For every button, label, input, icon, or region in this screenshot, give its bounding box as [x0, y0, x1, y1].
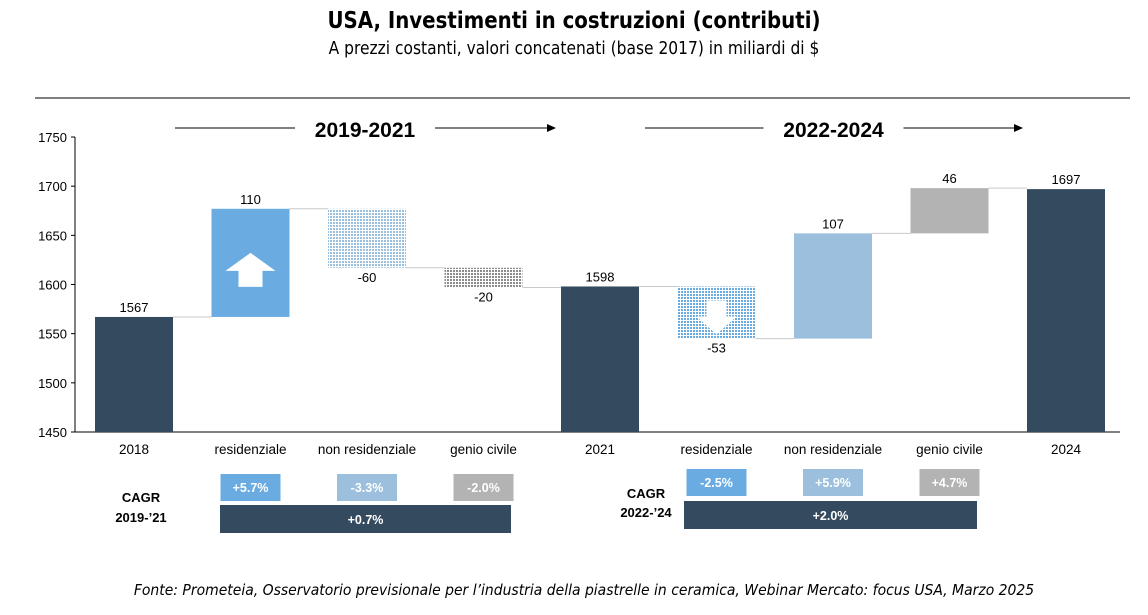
- waterfall-chart: 2019-2021 2022-2024 1450 1500 1550 1600 1650 1…: [35, 97, 1130, 533]
- x-tick-label: residenziale: [214, 442, 286, 457]
- chart-subtitle: A prezzi costanti, valori concatenati (b…: [328, 38, 820, 59]
- y-tick-label: 1550: [38, 327, 67, 342]
- bar-5: [561, 286, 639, 432]
- y-tick-label: 1700: [38, 179, 67, 194]
- y-tick-label: 1750: [38, 130, 67, 145]
- cagr-box: [337, 474, 397, 501]
- bar-3: [328, 208, 406, 268]
- cagr-box: [919, 469, 980, 496]
- bar-7: [794, 233, 872, 339]
- bar-9: [1027, 189, 1105, 432]
- cagr-value: +5.7%: [233, 481, 269, 495]
- cagr-box: [453, 474, 514, 501]
- cagr-value: -2.5%: [700, 476, 733, 490]
- x-tick-label: 2024: [1051, 442, 1082, 457]
- source-note: Fonte: Prometeia, Osservatorio prevision…: [133, 581, 1035, 599]
- x-tick-label: 2021: [585, 442, 615, 457]
- cagr-value: +5.9%: [815, 476, 851, 490]
- cagr-group-2: CAGR 2022-’24 -2.5% +5.9% +4.7% +2.0%: [620, 469, 980, 529]
- arrow-down-icon: [696, 300, 737, 335]
- cagr-box: [803, 469, 863, 496]
- cagr-value: -2.0%: [467, 481, 500, 495]
- period-label: 2022-2024: [783, 119, 884, 142]
- cagr-label: CAGR: [122, 490, 161, 505]
- y-tick-label: 1500: [38, 376, 67, 391]
- period-label: 2019-2021: [315, 119, 416, 142]
- bar-4: [444, 267, 523, 288]
- chart-title: USA, Investimenti in costruzioni (contri…: [327, 8, 821, 34]
- cagr-total-box: [220, 505, 511, 533]
- x-tick-label: non residenziale: [318, 442, 416, 457]
- bar-8: [910, 188, 989, 234]
- x-tick-label: genio civile: [450, 442, 517, 457]
- data-label: -20: [474, 289, 493, 304]
- cagr-value: -3.3%: [351, 481, 384, 495]
- y-tick-label: 1450: [38, 425, 67, 440]
- cagr-label: CAGR: [627, 486, 666, 501]
- x-tick-label: residenziale: [680, 442, 752, 457]
- data-label: 1598: [586, 269, 615, 284]
- cagr-total-value: +2.0%: [813, 509, 849, 523]
- x-tick-label: 2018: [119, 442, 149, 457]
- data-label: 46: [942, 171, 956, 186]
- data-label: 1567: [120, 300, 149, 315]
- y-tick-label: 1600: [38, 278, 67, 293]
- x-tick-label: non residenziale: [784, 442, 882, 457]
- bar-1: [95, 316, 173, 432]
- cagr-box: [686, 469, 747, 496]
- cagr-group-1: CAGR 2019-’21 +5.7% -3.3% -2.0% +0.7%: [115, 474, 514, 533]
- cagr-total-value: +0.7%: [348, 513, 384, 527]
- cagr-total-box: [684, 501, 977, 529]
- cagr-period-label: 2022-’24: [620, 505, 672, 520]
- data-label: -53: [707, 341, 726, 356]
- y-tick-label: 1650: [38, 228, 67, 243]
- cagr-box: [220, 474, 281, 501]
- data-label: -60: [358, 270, 377, 285]
- data-label: 110: [240, 192, 261, 207]
- data-label: 107: [822, 216, 844, 231]
- arrow-up-icon: [225, 252, 276, 287]
- data-label: 1697: [1052, 172, 1081, 187]
- cagr-value: +4.7%: [932, 476, 968, 490]
- period-header-1: 2019-2021: [175, 119, 556, 142]
- cagr-period-label: 2019-’21: [115, 510, 166, 525]
- x-tick-label: genio civile: [916, 442, 983, 457]
- period-header-2: 2022-2024: [645, 119, 1023, 142]
